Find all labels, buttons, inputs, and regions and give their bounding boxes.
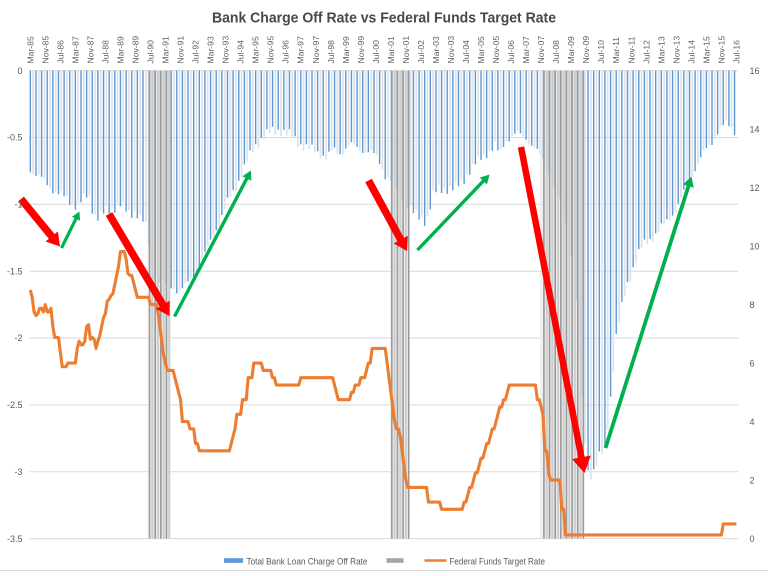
svg-text:0: 0	[750, 534, 755, 544]
svg-text:Jul-14: Jul-14	[686, 40, 696, 64]
svg-text:16: 16	[750, 66, 760, 76]
svg-text:Jul-10: Jul-10	[596, 40, 606, 64]
svg-text:Nov-97: Nov-97	[311, 36, 321, 64]
svg-text:Mar-87: Mar-87	[70, 36, 80, 63]
svg-text:Jul-12: Jul-12	[641, 40, 651, 64]
svg-text:-3: -3	[14, 467, 22, 477]
svg-text:10: 10	[750, 241, 760, 251]
svg-text:Mar-89: Mar-89	[115, 36, 125, 63]
svg-text:Nov-07: Nov-07	[536, 36, 546, 64]
svg-text:Nov-89: Nov-89	[131, 36, 141, 64]
svg-text:Nov-93: Nov-93	[221, 36, 231, 64]
svg-text:Mar-09: Mar-09	[566, 36, 576, 63]
svg-text:Jul-90: Jul-90	[146, 40, 156, 64]
svg-text:Nov-87: Nov-87	[85, 36, 95, 64]
svg-text:6: 6	[750, 358, 755, 368]
svg-text:Nov-09: Nov-09	[581, 36, 591, 64]
svg-text:-0.5: -0.5	[7, 133, 23, 143]
svg-text:Nov-13: Nov-13	[671, 36, 681, 64]
svg-text:Jul-98: Jul-98	[326, 40, 336, 64]
svg-text:Jul-08: Jul-08	[551, 40, 561, 64]
svg-text:Jul-92: Jul-92	[191, 40, 201, 64]
svg-text:Total Bank Loan Charge Off Rat: Total Bank Loan Charge Off Rate	[247, 557, 368, 567]
svg-text:Mar-91: Mar-91	[161, 36, 171, 63]
svg-text:Nov-11: Nov-11	[626, 36, 636, 63]
svg-text:Jul-96: Jul-96	[281, 40, 291, 64]
svg-text:Nov-01: Nov-01	[401, 36, 411, 64]
svg-text:Mar-93: Mar-93	[206, 36, 216, 63]
svg-text:Mar-07: Mar-07	[521, 36, 531, 63]
svg-text:12: 12	[750, 183, 760, 193]
svg-text:-3.5: -3.5	[7, 534, 23, 544]
svg-text:Jul-04: Jul-04	[461, 40, 471, 64]
svg-text:Mar-05: Mar-05	[476, 36, 486, 63]
svg-text:Nov-91: Nov-91	[176, 36, 186, 64]
svg-text:Mar-95: Mar-95	[251, 36, 261, 63]
svg-text:Mar-03: Mar-03	[431, 36, 441, 63]
svg-text:-2: -2	[14, 333, 22, 343]
svg-text:-1.5: -1.5	[7, 266, 23, 276]
svg-text:4: 4	[750, 417, 755, 427]
svg-text:8: 8	[750, 300, 755, 310]
svg-text:Mar-01: Mar-01	[386, 36, 396, 63]
svg-text:Nov-85: Nov-85	[40, 36, 50, 64]
svg-text:Jul-06: Jul-06	[506, 40, 516, 64]
svg-text:Nov-95: Nov-95	[266, 36, 276, 64]
svg-text:14: 14	[750, 124, 760, 134]
svg-text:Federal Funds Target Rate: Federal Funds Target Rate	[450, 557, 546, 567]
svg-text:Jul-86: Jul-86	[55, 40, 65, 64]
svg-text:Mar-85: Mar-85	[25, 36, 35, 63]
svg-text:Jul-00: Jul-00	[371, 40, 381, 64]
svg-text:-2.5: -2.5	[7, 400, 23, 410]
svg-text:Jul-02: Jul-02	[416, 40, 426, 64]
svg-text:Mar-13: Mar-13	[656, 36, 666, 63]
svg-text:Nov-03: Nov-03	[446, 36, 456, 64]
svg-text:Bank Charge Off Rate vs Federa: Bank Charge Off Rate vs Federal Funds Ta…	[212, 11, 556, 27]
svg-text:Mar-11: Mar-11	[611, 37, 621, 64]
svg-text:Nov-15: Nov-15	[716, 36, 726, 64]
svg-text:Jul-16: Jul-16	[731, 40, 741, 64]
svg-text:2: 2	[750, 475, 755, 485]
svg-text:Mar-99: Mar-99	[341, 36, 351, 63]
svg-text:Jul-88: Jul-88	[100, 40, 110, 64]
svg-text:0: 0	[17, 66, 22, 76]
svg-text:Mar-97: Mar-97	[296, 36, 306, 63]
svg-text:Mar-15: Mar-15	[701, 36, 711, 63]
svg-text:Nov-05: Nov-05	[491, 36, 501, 64]
svg-text:Nov-99: Nov-99	[356, 36, 366, 64]
svg-text:Jul-94: Jul-94	[236, 40, 246, 64]
svg-text:-1: -1	[14, 200, 22, 210]
